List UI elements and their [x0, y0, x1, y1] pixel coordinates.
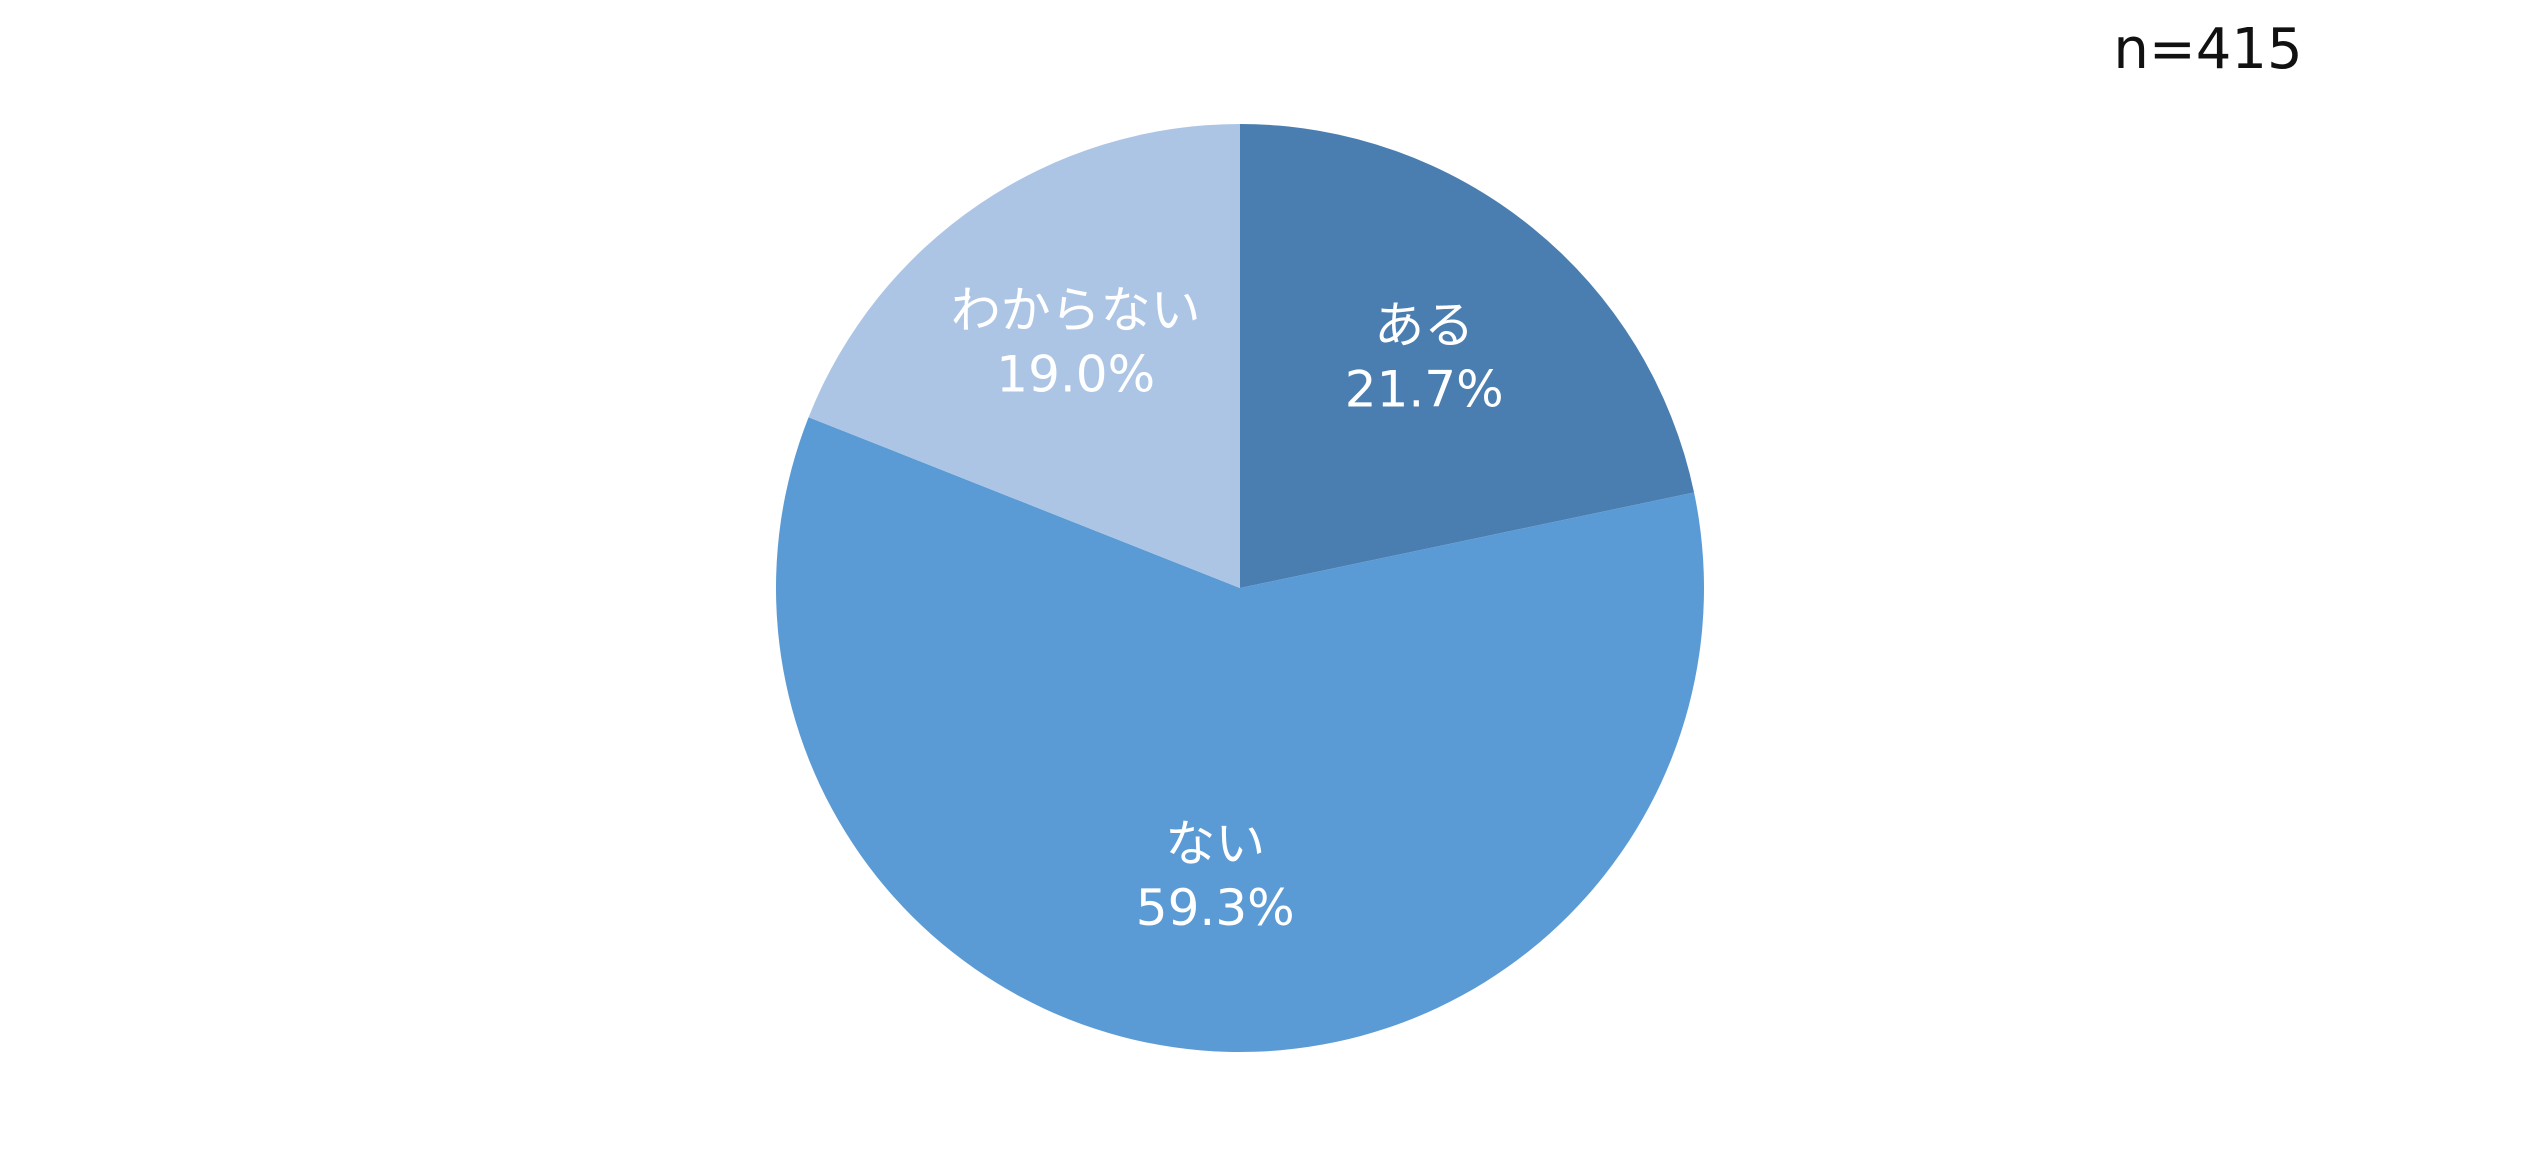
slice-value-label: 59.3% [1136, 879, 1295, 937]
pie-slice [1240, 124, 1695, 588]
pie-slice [775, 417, 1704, 1053]
pie-slice [808, 124, 1240, 588]
slice-category-label: わからない [951, 282, 1201, 340]
slice-value-label: 21.7% [1345, 361, 1504, 419]
slice-category-label: ある [1374, 297, 1474, 355]
slice-value-label: 19.0% [996, 346, 1155, 404]
slice-category-label: ない [1165, 815, 1265, 873]
annotation: n=415 [2113, 17, 2302, 82]
